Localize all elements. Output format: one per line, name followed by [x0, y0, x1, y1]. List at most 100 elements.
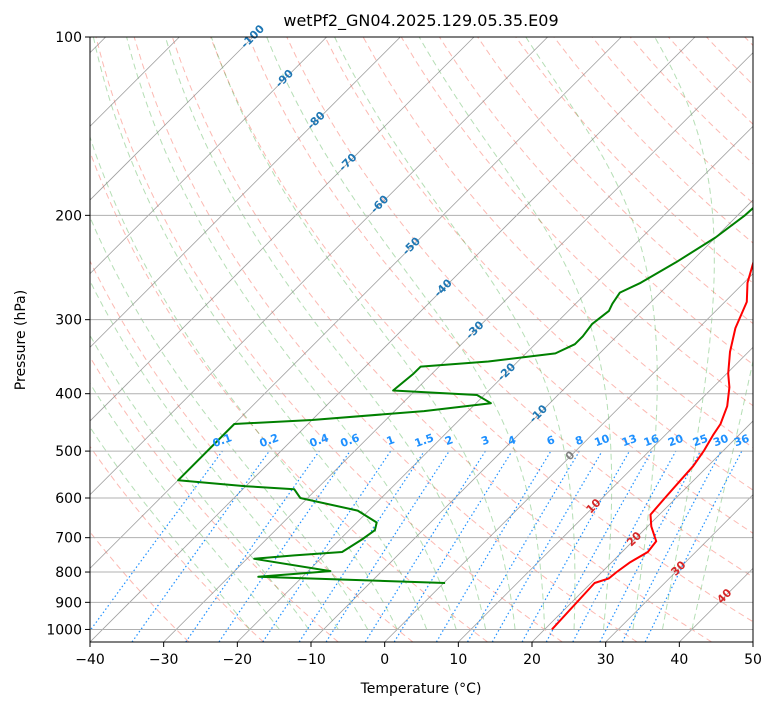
moist-adiabat-1: [90, 382, 280, 630]
isotherm-13: [90, 37, 475, 422]
mixing-ratio-label-16: 30: [711, 432, 730, 450]
dry-adiabat-22: [744, 37, 753, 47]
dry-adiabat-21: [706, 37, 753, 86]
isotherm-19: [310, 199, 753, 642]
background-lines: [90, 37, 753, 642]
mixing-ratio-line-14: [572, 450, 677, 642]
dewpoint-profile-line: [177, 206, 753, 584]
y-tick-label-3: 400: [55, 387, 82, 403]
temperature-profile-line: [551, 261, 753, 631]
x-tick-label-0: −40: [75, 652, 105, 668]
dry-adiabat-18: [591, 37, 753, 204]
mixing-ratio-label-8: 4: [506, 433, 518, 448]
isotherm-21: [458, 346, 753, 642]
mixing-ratio-line-13: [545, 450, 653, 642]
dry-adiabat-8: [210, 37, 753, 623]
isotherm-24: [679, 567, 753, 642]
mixing-ratio-line-2: [185, 450, 320, 642]
isotherm-label-5: -50: [400, 234, 423, 257]
x-axis-ticks: −40 −30 −20 −10 0 10 20 30 40 50: [75, 642, 762, 668]
mixing-ratio-line-1: [131, 450, 270, 642]
x-tick-label-3: −10: [296, 652, 326, 668]
mixing-ratio-line-15: [599, 450, 702, 642]
moist-adiabat-8: [164, 37, 487, 630]
series: [177, 206, 753, 631]
isotherm-label-1: -90: [273, 67, 296, 90]
dry-adiabat-label-1: 20: [624, 529, 644, 549]
dry-adiabat-20: [668, 37, 753, 125]
x-tick-label-2: −20: [223, 652, 253, 668]
isotherm-11: [90, 37, 327, 275]
isotherm-label-3: -70: [336, 151, 359, 174]
mixing-ratio-line-4: [262, 450, 392, 642]
moist-adiabat-2: [90, 334, 310, 630]
isotherm-label-4: -60: [368, 192, 391, 215]
x-tick-label-5: 10: [449, 652, 467, 668]
dry-adiabat-label-2: 30: [669, 558, 689, 578]
mixing-ratio-label-12: 13: [620, 432, 639, 449]
mixing-ratio-label-5: 1.5: [413, 431, 436, 450]
x-axis-label: Temperature (°C): [360, 681, 482, 697]
x-tick-label-6: 20: [523, 652, 541, 668]
mixing-ratio-label-13: 16: [642, 432, 661, 450]
y-tick-label-1: 200: [55, 208, 82, 224]
dry-adiabat-9: [248, 37, 753, 578]
mixing-ratio-line-7: [364, 450, 486, 642]
dry-adiabat-label-3: 40: [714, 586, 734, 606]
isotherm-12: [90, 37, 401, 348]
mixing-ratio-label-14: 20: [666, 432, 685, 450]
mixing-ratio-label-10: 8: [573, 433, 585, 448]
dry-adiabat-3: [90, 259, 414, 642]
x-tick-label-9: 50: [744, 652, 762, 668]
isotherm-label-7: -30: [463, 318, 486, 341]
mixing-ratio-line-17: [644, 450, 743, 642]
grid: [90, 36, 753, 630]
dry-adiabat-6: [133, 37, 638, 642]
mixing-ratio-label-0: 0.1: [211, 431, 234, 450]
moist-adiabat-9: [210, 37, 516, 630]
isotherm-label-6: -40: [432, 276, 455, 299]
y-axis-ticks: 100 200 300 400 500 600 700 800 900 1000: [46, 30, 90, 638]
mixing-ratio-line-12: [521, 450, 631, 642]
isotherm-17: [163, 52, 753, 642]
y-tick-label-2: 300: [55, 313, 82, 329]
mixing-ratio-label-4: 1: [385, 433, 397, 448]
dry-adiabat-11: [324, 37, 753, 491]
mixing-ratio-line-6: [325, 450, 450, 642]
moist-adiabat-0: [90, 426, 251, 630]
x-tick-label-1: −30: [149, 652, 179, 668]
isotherm-22: [531, 420, 753, 642]
moist-adiabat-15: [691, 358, 753, 630]
y-tick-label-5: 600: [55, 491, 82, 507]
moist-adiabat-3: [90, 279, 339, 630]
isotherm-label-8: -20: [495, 360, 518, 383]
isotherm-25: [752, 641, 753, 642]
dry-adiabat-label-0: 10: [584, 496, 604, 516]
y-tick-label-8: 900: [55, 595, 82, 611]
moist-adiabat-14: [654, 37, 715, 630]
moist-adiabat-10: [266, 37, 546, 630]
mixing-ratio-line-3: [218, 450, 351, 642]
y-tick-label-6: 700: [55, 531, 82, 547]
plot-frame: [89, 36, 754, 643]
mixing-ratio-label-2: 0.4: [308, 431, 331, 450]
dry-adiabat-5: [95, 37, 563, 642]
moist-adiabat-7: [126, 37, 457, 630]
mixing-ratio-label-7: 3: [479, 433, 491, 448]
mixing-ratio-line-0: [90, 450, 223, 632]
isotherm-16: [90, 37, 696, 642]
isotherm-label-9: -10: [527, 402, 550, 425]
mixing-ratio-label-11: 10: [593, 432, 612, 450]
isotherm-20: [384, 273, 753, 642]
mixing-ratio-line-8: [393, 450, 513, 642]
moist-adiabat-5: [90, 135, 398, 630]
chart-title: wetPf2_GN04.2025.129.05.35.E09: [283, 11, 558, 31]
mixing-ratio-line-5: [298, 450, 425, 642]
y-tick-label-9: 1000: [46, 622, 82, 638]
isotherm-18: [237, 125, 753, 642]
x-tick-label-7: 30: [597, 652, 615, 668]
mixing-ratio-label-17: 36: [732, 432, 751, 450]
mixing-ratio-label-9: 6: [545, 433, 557, 448]
mixing-ratio-label-1: 0.2: [258, 431, 281, 450]
